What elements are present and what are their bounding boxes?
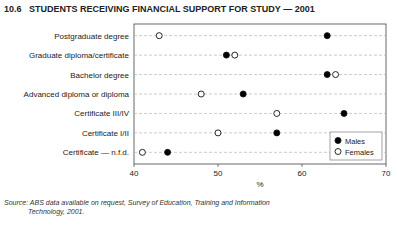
row-guide [134,94,386,95]
dot [333,72,339,78]
dot [341,110,347,116]
dot [240,91,246,97]
x-tick [218,164,219,167]
row-guide [134,55,386,56]
title: 10.6 STUDENTS RECEIVING FINANCIAL SUPPOR… [4,4,315,14]
plot-frame [134,24,386,164]
category-label: Certificate I/II [82,129,129,138]
dot [223,52,229,58]
legend: Males Females [330,132,382,160]
category-label: Postgraduate degree [54,32,129,41]
dot [274,130,280,136]
dot [215,130,221,136]
row-guide [134,113,386,114]
dot [165,149,171,155]
x-tick-label: 70 [382,169,391,178]
category-label: Certificate — n.f.d. [63,148,129,157]
row-guide [134,35,386,36]
points [139,33,347,156]
x-tick [302,164,303,167]
dot [324,33,330,39]
x-tick [134,164,135,167]
source-note: Technology, 2001. [28,208,84,216]
x-tick-label: 60 [298,169,307,178]
x-axis-label: % [256,180,263,189]
legend-marker [335,138,341,144]
legend-box [330,132,382,160]
legend-label: Males [345,137,365,146]
category-label: Graduate diploma/certificate [29,51,130,60]
x-tick [386,164,387,167]
x-tick-label: 40 [130,169,139,178]
dot [232,52,238,58]
dot [324,72,330,78]
category-label: Certificate III/IV [74,109,129,118]
x-tick-label: 50 [214,169,223,178]
legend-label: Females [345,148,374,157]
row-guide [134,74,386,75]
category-label: Bachelor degree [70,71,129,80]
legend-marker [335,149,341,155]
dot [198,91,204,97]
category-label: Advanced diploma or diploma [24,90,130,99]
dot [139,149,145,155]
dot [274,110,280,116]
dot [156,33,162,39]
source-note: Source: ABS data available on request, S… [4,199,270,207]
